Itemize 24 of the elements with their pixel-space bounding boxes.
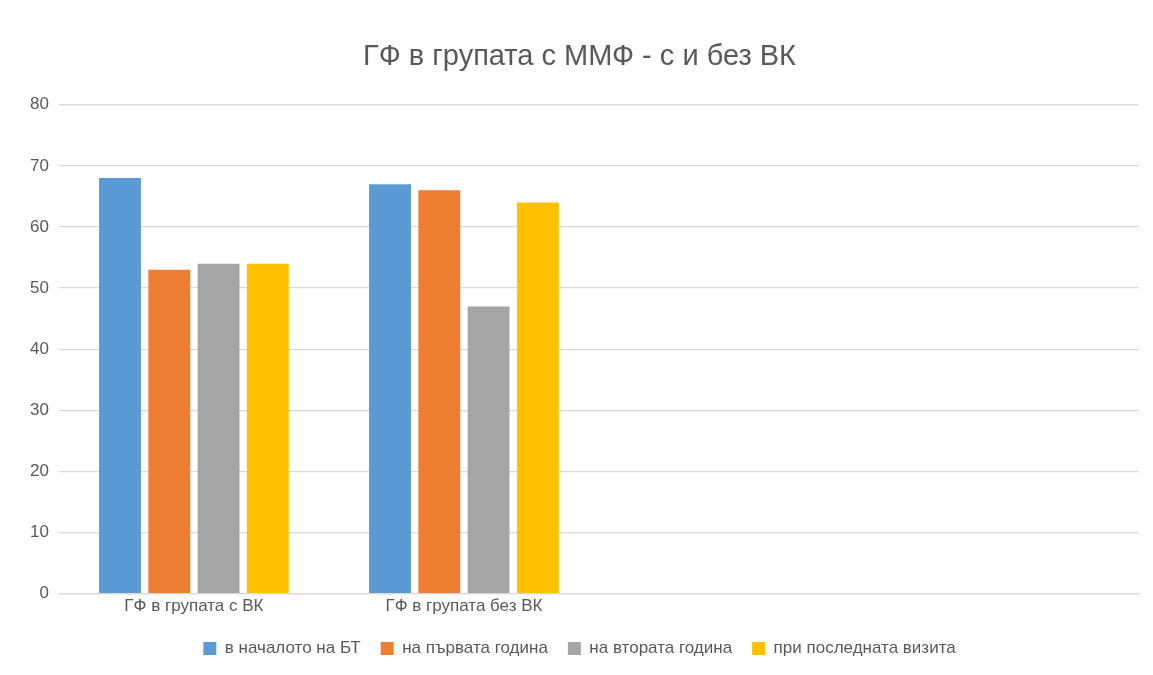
y-tick-label: 70 [29, 155, 49, 175]
bar [418, 190, 461, 593]
y-tick-label: 0 [39, 583, 49, 603]
y-tick-label: 10 [29, 522, 49, 542]
bar [197, 263, 240, 593]
legend-label: на първата година [402, 638, 549, 658]
y-tick-label: 60 [29, 216, 49, 236]
y-tick-label: 20 [29, 461, 49, 481]
bar [246, 263, 289, 593]
y-tick-label: 50 [29, 277, 49, 297]
chart-title: ГФ в групата с ММФ - с и без ВК [362, 39, 797, 72]
x-tick-label: ГФ в групата с ВК [124, 596, 264, 616]
bar [516, 202, 559, 593]
bar [99, 178, 141, 593]
bar [148, 269, 191, 593]
legend-label: на втората година [589, 638, 733, 658]
legend-label: в началото на БТ [224, 638, 361, 658]
legend-label: при последната визита [773, 638, 957, 658]
y-tick-label: 80 [29, 94, 49, 114]
bar [467, 306, 510, 593]
bar [369, 184, 411, 593]
y-tick-label: 40 [29, 338, 49, 358]
y-tick-label: 30 [29, 399, 49, 419]
x-tick-label: ГФ в групата без ВК [385, 596, 543, 616]
